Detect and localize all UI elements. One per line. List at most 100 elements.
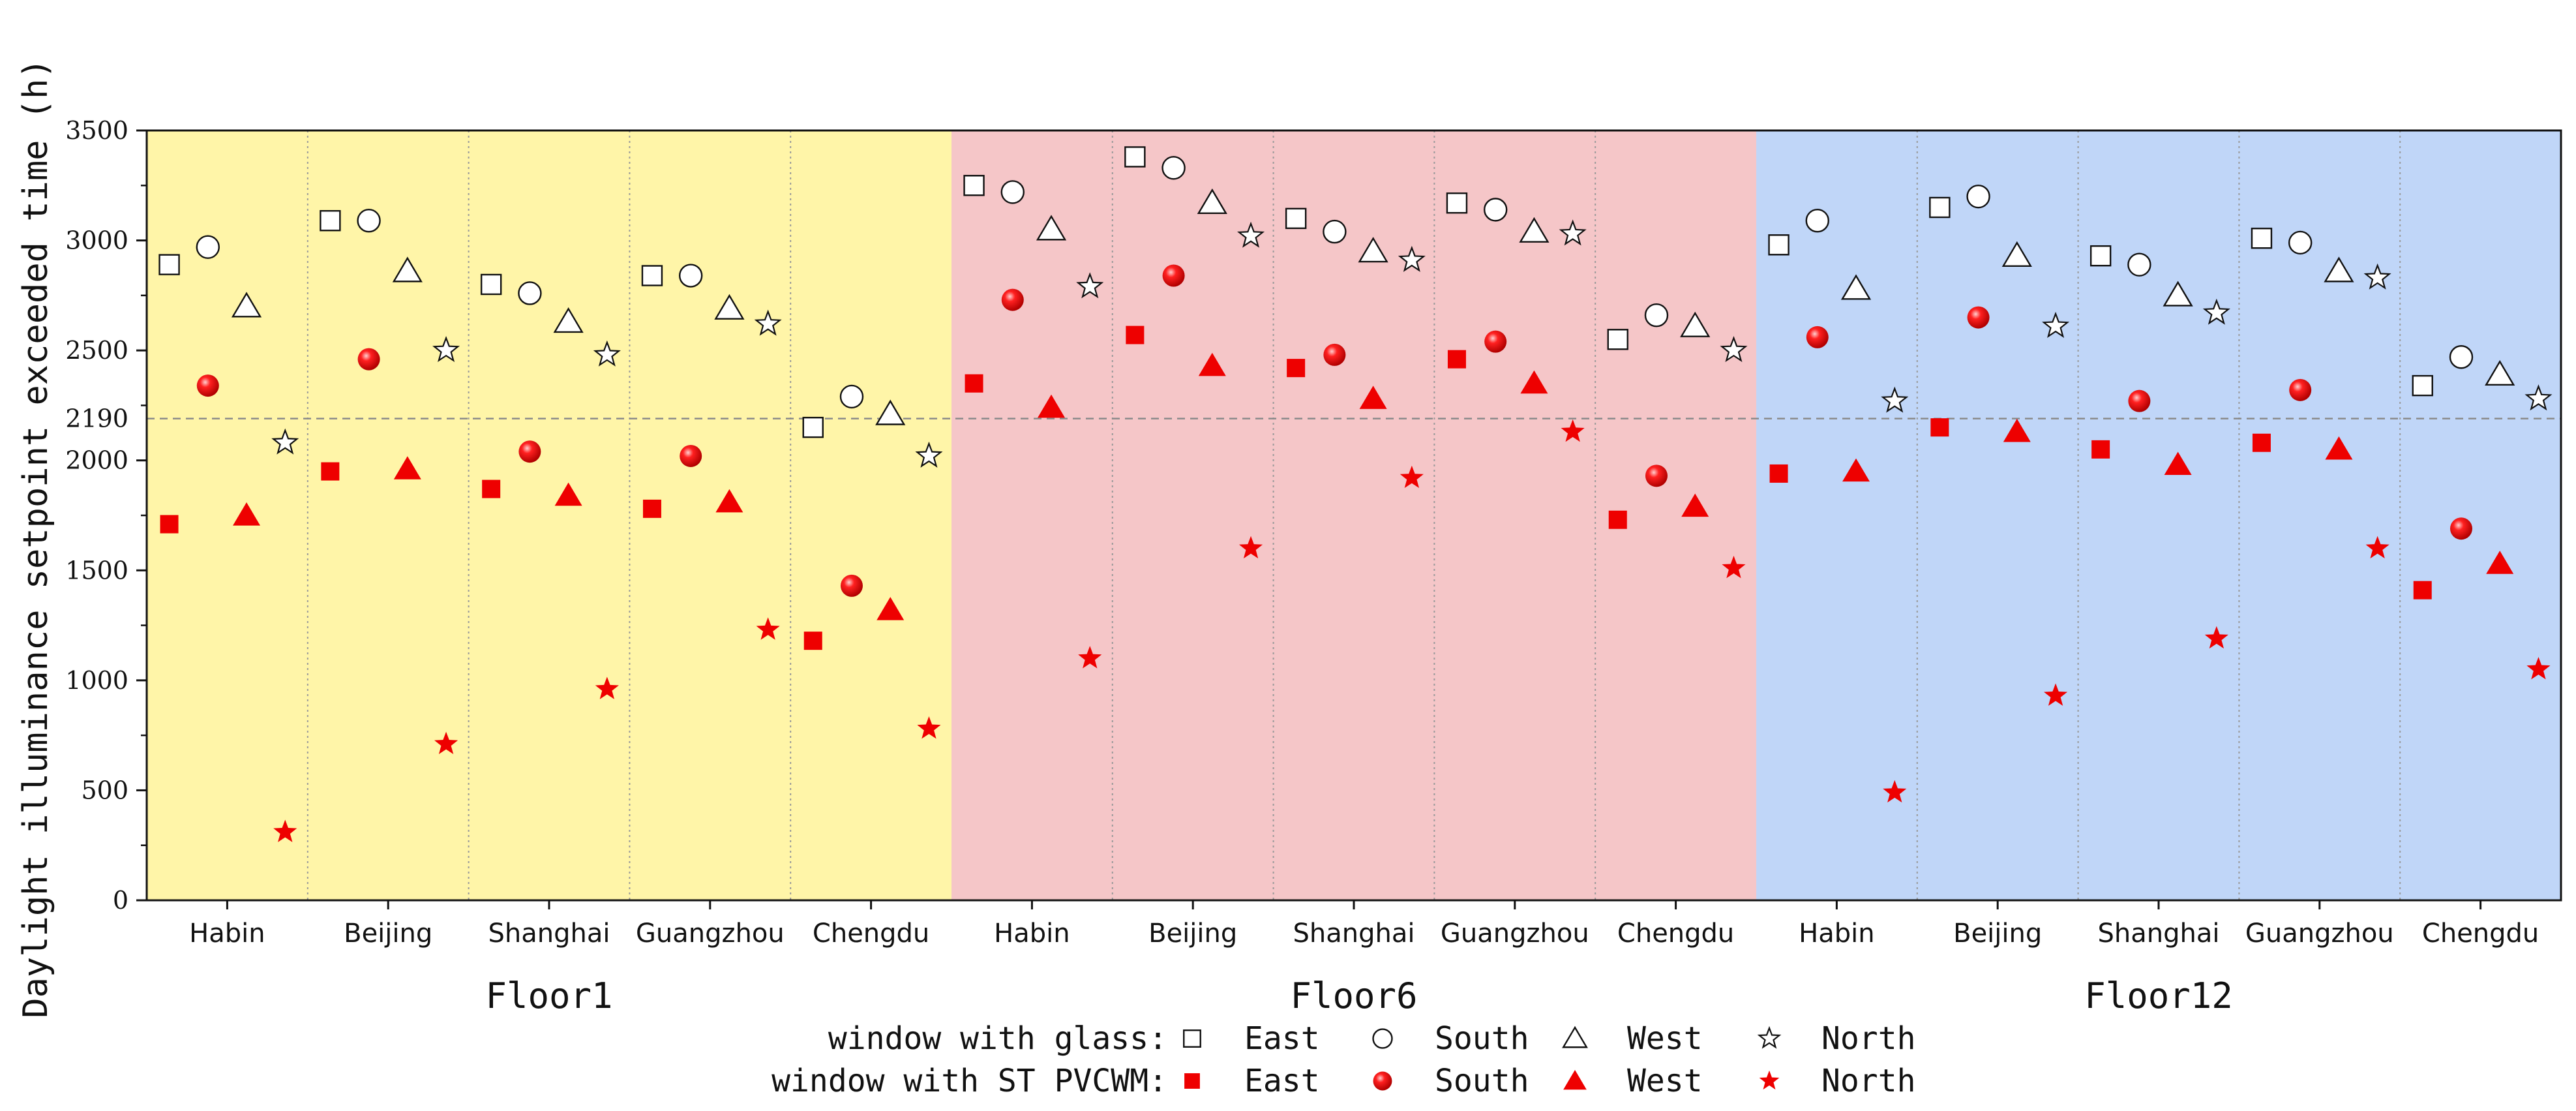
point-pvcwm-floor1-beijing-north (434, 731, 458, 754)
point-pvcwm-floor6-chengdu-north (1722, 555, 1746, 579)
point-glass-floor12-habin-east (1768, 234, 1790, 256)
point-pvcwm-floor6-guangzhou-north (1561, 419, 1585, 442)
point-pvcwm-floor12-beijing-north (2043, 683, 2068, 706)
point-glass-floor6-beijing-west (1197, 188, 1227, 215)
point-glass-floor6-guangzhou-west (1519, 217, 1550, 243)
point-pvcwm-floor1-beijing-west (393, 456, 421, 479)
point-pvcwm-floor12-guangzhou-north (2365, 536, 2389, 558)
legend-marker-glass-north (1757, 1026, 1782, 1049)
point-glass-floor6-chengdu-west (1680, 311, 1711, 337)
point-pvcwm-floor6-guangzhou-east (1447, 350, 1466, 369)
point-glass-floor1-habin-east (158, 254, 180, 275)
point-glass-floor12-guangzhou-east (2251, 228, 2273, 249)
point-pvcwm-floor1-beijing-east (321, 462, 340, 481)
point-glass-floor12-habin-south (1805, 209, 1829, 233)
point-glass-floor1-habin-south (196, 235, 220, 259)
x-tick-label-beijing: Beijing (344, 919, 432, 949)
point-pvcwm-floor6-shanghai-east (1287, 359, 1306, 378)
point-glass-floor12-chengdu-north (2524, 384, 2553, 411)
point-glass-floor12-shanghai-north (2202, 298, 2230, 325)
legend-marker-pvcwm-west (1563, 1070, 1587, 1090)
legend-item-label: West (1627, 1020, 1703, 1057)
point-glass-floor1-guangzhou-west (714, 294, 745, 320)
point-glass-floor12-beijing-south (1966, 184, 1990, 209)
point-pvcwm-floor12-beijing-west (2003, 418, 2031, 442)
point-glass-floor1-chengdu-north (915, 441, 943, 468)
point-glass-floor1-shanghai-west (553, 307, 584, 333)
point-pvcwm-floor6-shanghai-north (1400, 465, 1424, 489)
x-tick-label-habin: Habin (1799, 919, 1874, 949)
point-pvcwm-floor1-guangzhou-west (715, 489, 743, 513)
point-glass-floor12-chengdu-south (2449, 345, 2474, 369)
point-glass-floor6-habin-west (1036, 215, 1067, 241)
point-pvcwm-floor12-shanghai-east (2091, 440, 2110, 459)
point-pvcwm-floor6-beijing-south (1162, 264, 1185, 287)
y-axis-label: Daylight illuminance setpoint exceeded t… (16, 58, 55, 1018)
y-tick-label: 3500 (65, 116, 128, 145)
point-pvcwm-floor6-beijing-west (1198, 352, 1226, 376)
legend-item-label: North (1821, 1063, 1916, 1099)
point-glass-floor1-chengdu-east (802, 416, 824, 438)
x-tick-label-habin: Habin (994, 919, 1070, 949)
point-glass-floor12-habin-west (1840, 274, 1872, 300)
group-label-floor12: Floor12 (2084, 975, 2233, 1016)
point-pvcwm-floor12-guangzhou-south (2289, 378, 2312, 401)
point-pvcwm-floor1-chengdu-west (876, 596, 905, 620)
point-glass-floor1-guangzhou-south (678, 264, 703, 288)
point-pvcwm-floor1-shanghai-west (554, 482, 582, 506)
point-glass-floor6-chengdu-south (1644, 303, 1669, 327)
point-pvcwm-floor12-habin-north (1883, 780, 1907, 803)
point-glass-floor12-shanghai-east (2089, 245, 2112, 267)
x-tick-label-chengdu: Chengdu (1617, 919, 1734, 949)
point-pvcwm-floor6-habin-west (1038, 394, 1066, 418)
group-backgrounds (147, 130, 2561, 900)
point-glass-floor1-habin-north (271, 428, 299, 455)
point-glass-floor6-shanghai-north (1398, 245, 1426, 272)
group-background-floor12 (1756, 130, 2561, 900)
legend-item-label: South (1435, 1063, 1529, 1099)
point-pvcwm-floor12-guangzhou-west (2325, 436, 2353, 460)
legend-item-label: West (1627, 1063, 1703, 1099)
point-pvcwm-floor1-habin-north (273, 819, 297, 842)
point-glass-floor12-shanghai-south (2127, 252, 2151, 277)
y-tick-label: 0 (113, 886, 128, 915)
point-glass-floor12-shanghai-west (2163, 281, 2193, 307)
point-pvcwm-floor12-chengdu-west (2486, 551, 2514, 574)
group-label-floor6: Floor6 (1290, 975, 1417, 1016)
point-pvcwm-floor6-habin-east (965, 374, 983, 393)
point-glass-floor12-guangzhou-west (2324, 256, 2354, 282)
group-label-floor1: Floor1 (485, 975, 612, 1016)
point-pvcwm-floor6-habin-south (1001, 288, 1024, 311)
x-tick-label-beijing: Beijing (1148, 919, 1237, 949)
point-pvcwm-floor1-shanghai-east (482, 479, 501, 498)
point-pvcwm-floor1-shanghai-north (595, 677, 619, 699)
point-glass-floor1-habin-west (231, 292, 262, 318)
data-points (158, 146, 2553, 842)
legend-marker-pvcwm-east (1184, 1073, 1200, 1089)
point-pvcwm-floor12-beijing-south (1967, 306, 1990, 329)
x-tick-label-beijing: Beijing (1953, 919, 2042, 949)
point-pvcwm-floor1-guangzhou-north (756, 617, 780, 640)
point-pvcwm-floor6-guangzhou-south (1484, 330, 1507, 353)
point-pvcwm-floor6-guangzhou-west (1520, 370, 1548, 394)
reference-line-label: 2190 (65, 404, 128, 433)
point-pvcwm-floor1-habin-west (233, 502, 261, 526)
point-pvcwm-floor6-beijing-east (1126, 326, 1145, 344)
point-pvcwm-floor6-beijing-north (1238, 536, 1263, 558)
x-tick-label-guangzhou: Guangzhou (1441, 919, 1589, 949)
point-glass-floor6-beijing-south (1161, 156, 1186, 180)
legend-marker-glass-east (1183, 1029, 1201, 1048)
point-pvcwm-floor1-shanghai-south (518, 440, 541, 463)
point-glass-floor6-guangzhou-east (1446, 192, 1468, 214)
point-pvcwm-floor6-habin-north (1078, 646, 1102, 669)
y-tick-label: 3000 (65, 226, 128, 255)
point-pvcwm-floor12-guangzhou-east (2252, 433, 2271, 452)
legend-row-label: window with glass: (828, 1020, 1167, 1057)
point-pvcwm-floor6-shanghai-south (1323, 343, 1346, 366)
x-tick-label-guangzhou: Guangzhou (636, 919, 785, 949)
x-tick-label-shanghai: Shanghai (1293, 919, 1415, 949)
x-tick-label-shanghai: Shanghai (2098, 919, 2220, 949)
point-glass-floor6-beijing-east (1124, 146, 1146, 168)
point-glass-floor1-guangzhou-east (641, 265, 663, 286)
group-background-floor1 (147, 130, 951, 900)
